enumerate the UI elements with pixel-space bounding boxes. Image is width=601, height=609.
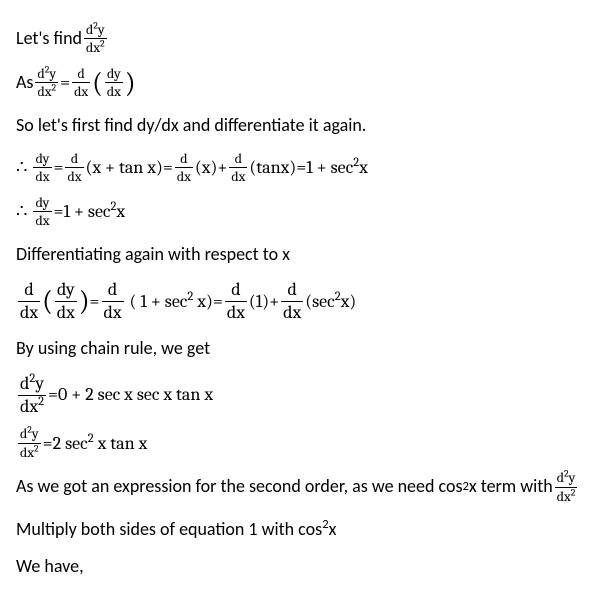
frac-d-dx-big: d dx — [225, 280, 247, 323]
line-6: Differentiating again with respect to x — [16, 243, 585, 266]
equals: = — [54, 156, 64, 179]
text-prefix: As — [16, 71, 33, 94]
therefore-symbol: ∴ — [16, 156, 27, 179]
frac-d-dx-big: d dx — [281, 280, 303, 323]
line-9: d2y dx2 = 0 + 2 sec x sec x tan x — [16, 374, 585, 417]
line-3: So let's first find dy/dx and differenti… — [16, 114, 585, 137]
therefore-symbol: ∴ — [16, 200, 27, 223]
equals: = — [90, 290, 100, 313]
expr-tanx: (tanx) — [249, 156, 296, 179]
frac-d-dx: d dx — [229, 151, 247, 185]
line-2: As d2y dx2 = d dx ( dy dx ) — [16, 66, 585, 100]
frac-d2y-dx2: d2y dx2 — [35, 66, 58, 100]
equals: = — [213, 290, 223, 313]
line-8: By using chain rule, we get — [16, 337, 585, 360]
expr-1: (1) — [249, 290, 269, 313]
frac-dy-dx: dy dx — [33, 195, 51, 229]
expr-sec2x: (sec2x) — [305, 290, 356, 313]
line-7: d dx ( dy dx ) = d dx ( 1 + sec2 x) = d … — [16, 280, 585, 323]
text-prefix: Let's find — [16, 27, 82, 50]
frac-d-dx: d dx — [65, 151, 83, 185]
frac-dy-dx: dy dx — [33, 151, 51, 185]
frac-dy-dx-big: dy dx — [55, 280, 77, 323]
result: 1 + sec2x — [63, 200, 125, 223]
result: 0 + 2 sec x sec x tan x — [58, 383, 213, 406]
expr-xtanx: (x + tan x) — [86, 156, 163, 179]
frac-d2y-dx2-big: d2y dx2 — [18, 374, 46, 417]
frac-d2y-dx2: d2y dx2 — [555, 470, 578, 504]
result: 1 + sec2x — [306, 156, 368, 179]
expr-x: (x) — [195, 156, 217, 179]
frac-d-dx-big: d dx — [102, 280, 124, 323]
line-10: d2y dx2 = 2 sec2 x tan x — [16, 426, 585, 460]
plus: + — [217, 156, 227, 179]
plus: + — [269, 290, 279, 313]
frac-d2y-dx2: d2y dx2 — [84, 22, 107, 56]
text-mid: x term with — [469, 475, 553, 498]
text-suffix: x — [329, 518, 337, 540]
result: 2 sec2 x tan x — [53, 432, 148, 455]
expr-1sec2x: ( 1 + sec2 x) — [126, 290, 213, 313]
line-12: Multiply both sides of equation 1 with c… — [16, 518, 585, 541]
frac-d-dx-big: d dx — [18, 280, 40, 323]
line-11: As we got an expression for the second o… — [16, 470, 585, 504]
line-13: We have, — [16, 555, 585, 578]
frac-d-dx: d dx — [72, 66, 90, 100]
frac-d2y-dx2: d2y dx2 — [18, 426, 41, 460]
line-5: ∴ dy dx = 1 + sec2x — [16, 195, 585, 229]
line-4: ∴ dy dx = d dx (x + tan x) = d dx (x) + … — [16, 151, 585, 185]
line-1: Let's find d2y dx2 — [16, 22, 585, 56]
equals: = — [163, 156, 173, 179]
text-prefix: As we got an expression for the second o… — [16, 475, 462, 498]
equals: = — [296, 156, 306, 179]
equals: = — [60, 71, 70, 94]
equals: = — [43, 432, 53, 455]
text-prefix: Multiply both sides of equation 1 with c… — [16, 518, 322, 540]
equals: = — [54, 200, 64, 223]
frac-dy-dx-inner: dy dx — [105, 66, 123, 100]
equals: = — [48, 383, 58, 406]
frac-d-dx: d dx — [175, 151, 193, 185]
